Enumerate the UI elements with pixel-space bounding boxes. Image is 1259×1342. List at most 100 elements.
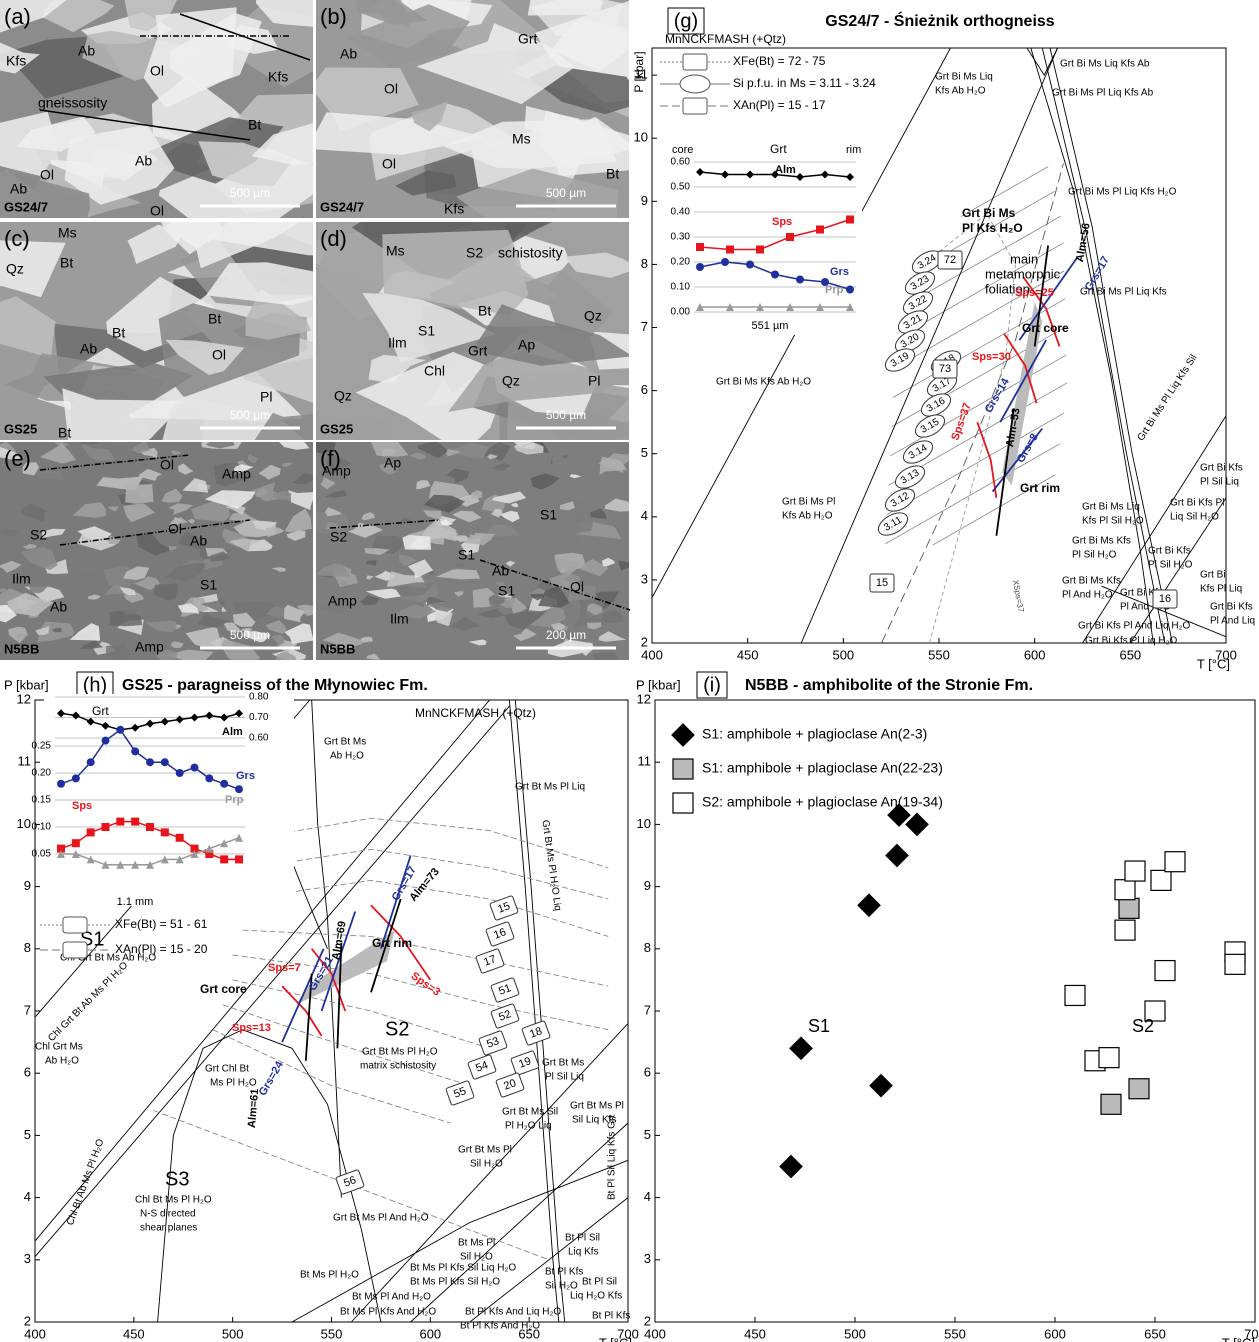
field-label: Grt Bt Ms Pl Liq — [515, 782, 585, 793]
y-tick-label: 7 — [644, 1002, 651, 1017]
y-tick-label: 0.10 — [671, 282, 691, 293]
field-label: Grt Bi Kfs — [1210, 602, 1253, 613]
mineral-label: Ol — [382, 156, 396, 172]
photo-texture — [307, 0, 701, 255]
photo-panel: (b)GS24/7500 µmAbGrtOlOlMsBtKfs — [307, 0, 701, 255]
inset-background — [664, 140, 862, 335]
annotation: S1 — [808, 1016, 830, 1036]
field-label: Grt Bt Ms Pl — [458, 1145, 512, 1156]
profile-marker — [87, 758, 95, 766]
field-label: N-S directed — [140, 1209, 196, 1220]
profile-marker — [796, 276, 804, 284]
y-tick-label: 0.20 — [671, 257, 691, 268]
field-label: Bt Ms Pl Kfs And H₂O — [340, 1307, 436, 1318]
panel-title: GS24/7 - Śnieżnik orthogneiss — [825, 11, 1054, 30]
sample-label: GS25 — [4, 421, 37, 436]
scale-label: 500 µm — [546, 186, 586, 200]
x-tick-label: 400 — [24, 1326, 46, 1341]
field-label: Grt Bt Ms Pl H₂O Liq — [539, 819, 563, 911]
profile-marker — [846, 216, 854, 224]
photo-panel: (e)N5BB500 µmOlAmpS2OlIlmAbAbS1Amp — [0, 430, 329, 669]
y-tick-label: 3 — [644, 1251, 651, 1266]
scale-label: 500 µm — [230, 186, 270, 200]
mineral-label: Ab — [50, 599, 67, 615]
field-label: Chl Grt Bt Ab Ms Pl H₂O — [46, 960, 130, 1044]
series-label: Prp — [225, 794, 244, 806]
profile-marker — [205, 774, 213, 782]
field-label: Bt Ms Pl Kfs Sil H₂O — [410, 1277, 500, 1288]
mineral-label: Ms — [512, 131, 531, 147]
legend-text: XFe(Bt) = 51 - 61 — [115, 917, 208, 931]
marker — [1115, 880, 1135, 900]
field-label: Grt Bi Ms Pl Liq Kfs H₂O — [1068, 187, 1177, 198]
isopleth-label: Grs=24 — [257, 1059, 287, 1098]
field-label: Pl And Liq — [1210, 616, 1255, 627]
y-tick-label: 0.20 — [32, 768, 52, 779]
x-tick-label: 500 — [844, 1326, 866, 1341]
phase-boundary — [801, 48, 1057, 643]
series-label: Sps — [72, 800, 92, 812]
profile-marker — [220, 780, 228, 788]
field-label: Pl And H₂O — [1062, 590, 1113, 601]
mineral-label: Amp — [222, 466, 251, 482]
profile-marker — [721, 258, 729, 266]
hatch-line — [872, 141, 1092, 267]
panel-label: (a) — [4, 4, 31, 29]
marker — [1065, 985, 1085, 1005]
field-label: Kfs Ab H₂O — [935, 86, 986, 97]
mineral-label: Ol — [384, 81, 398, 97]
inset-label: core — [672, 144, 693, 156]
mineral-label: Ol — [150, 203, 164, 219]
field-label: Kfs Pl Liq — [1200, 584, 1242, 595]
field-label: Bt Pl Sil Liq Kfs Grt — [607, 1115, 618, 1200]
page: (a)GS24/7500 µmKfsAbOlKfsgneissosityBtOl… — [0, 0, 1259, 1342]
y-tick-label: 10 — [17, 816, 31, 831]
profile-marker — [696, 243, 704, 251]
sample-label: N5BB — [4, 641, 39, 656]
panel-label: (g) — [674, 10, 698, 32]
mineral-label: Ol — [212, 347, 226, 363]
field-label: Bt Ms Pl — [458, 1238, 495, 1249]
mineral-label: Kfs — [6, 53, 26, 69]
field-label: Liq H₂O Kfs — [570, 1291, 622, 1302]
marker — [870, 1075, 892, 1097]
field-label: Pl Sil Liq — [1200, 477, 1239, 488]
legend-text: S1: amphibole + plagioclase An(2-3) — [702, 726, 927, 742]
figure: (a)GS24/7500 µmKfsAbOlKfsgneissosityBtOl… — [0, 0, 1259, 1342]
field-label: Pl Sil H₂O — [1148, 560, 1193, 571]
y-tick-label: 12 — [17, 691, 31, 706]
chart-title: N5BB - amphibolite of the Stronie Fm. — [745, 677, 1033, 694]
mineral-label: Bt — [208, 311, 221, 327]
field-label: Grt Bi Ms Liq — [1082, 502, 1140, 513]
field-label: Grt Bi Kfs Pl — [1170, 498, 1224, 509]
marker — [1099, 1048, 1119, 1068]
mineral-label: Ilm — [388, 335, 407, 351]
field-label: Grt Bi Ms Kfs Ab H₂O — [716, 377, 811, 388]
legend-text: XFe(Bt) = 72 - 75 — [733, 54, 826, 68]
phase-boundary — [470, 1198, 628, 1322]
mineral-label: Grt — [518, 31, 538, 47]
field-label: Grt core — [200, 982, 247, 996]
phase-boundary — [509, 700, 558, 1322]
x-tick-label: 400 — [644, 1326, 666, 1341]
y-tick-label: 0.15 — [32, 795, 52, 806]
legend-text: S1: amphibole + plagioclase An(22-23) — [702, 760, 943, 776]
profile-marker — [746, 261, 754, 269]
mineral-label: Ap — [384, 455, 401, 471]
isopleth — [223, 1005, 470, 1086]
mineral-label: Ab — [190, 533, 207, 549]
profile-marker — [756, 246, 764, 254]
y-axis-label: P [kbar] — [632, 51, 646, 92]
legend-text: XAn(Pl) = 15 - 20 — [115, 942, 208, 956]
field-label: Grt Bi — [1200, 570, 1226, 581]
mineral-label: Ol — [160, 457, 174, 473]
field-label: metamorphic — [985, 266, 1061, 281]
x-tick-label: 600 — [1044, 1326, 1066, 1341]
x-tick-label: 450 — [737, 647, 759, 662]
field-label: Grt core — [1022, 321, 1069, 335]
legend-symbol — [683, 98, 707, 114]
mineral-label: Ol — [40, 167, 54, 183]
panel-title: GS25 - paragneiss of the Młynowiec Fm. — [122, 677, 428, 694]
profile-marker — [235, 785, 243, 793]
mineral-label: Bt — [112, 325, 125, 341]
